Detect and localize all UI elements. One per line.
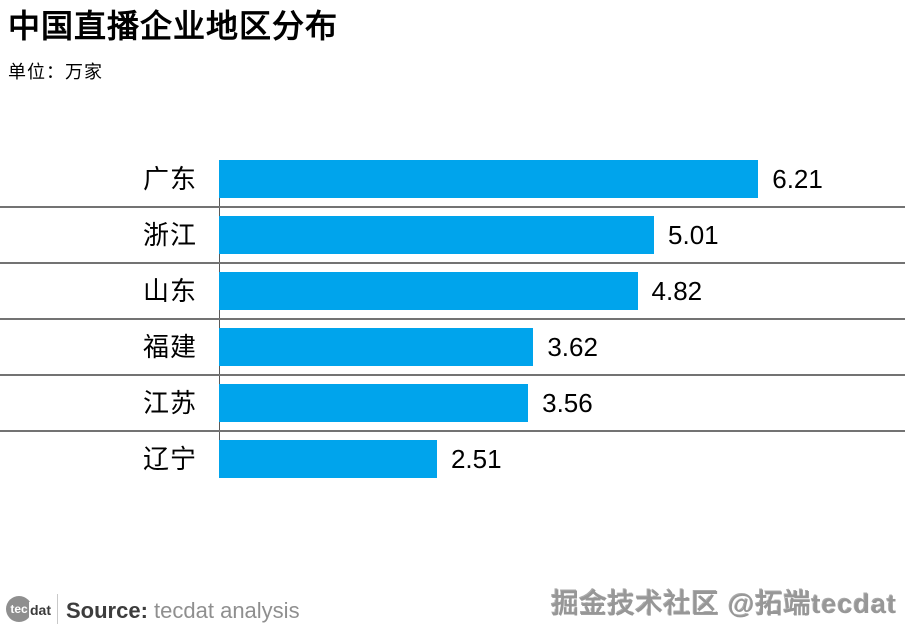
bar [219, 328, 534, 366]
bar-chart-rows: 广东 6.21 浙江 5.01 山东 4.82 福建 3.62 江苏 3.56 [0, 152, 905, 488]
bar-track: 4.82 [219, 272, 905, 310]
footer-divider [57, 594, 58, 624]
unit-label: 单位：万家 [8, 62, 103, 82]
value-label: 4.82 [651, 275, 703, 306]
category-label: 浙江 [142, 220, 197, 250]
category-label: 山东 [142, 276, 197, 306]
category-label: 福建 [142, 332, 197, 362]
bar [219, 160, 759, 198]
source-label: Source: [66, 598, 148, 623]
source-value: tecdat analysis [154, 598, 300, 623]
value-label: 3.62 [547, 331, 598, 362]
category-label: 江苏 [142, 388, 197, 418]
bar [219, 440, 437, 478]
tecdat-logo-suffix: dat [29, 602, 52, 618]
bar [219, 272, 638, 310]
bar-track: 6.21 [219, 160, 905, 198]
bar-track: 3.56 [219, 384, 905, 422]
chart-row: 广东 6.21 [0, 152, 905, 208]
bar-chart: 广东 6.21 浙江 5.01 山东 4.82 福建 3.62 江苏 3.56 [0, 152, 905, 488]
bar [219, 384, 529, 422]
value-label: 3.56 [542, 387, 593, 418]
source-line: Source: tecdat analysis [66, 598, 300, 624]
bar-track: 3.62 [219, 328, 905, 366]
chart-row: 福建 3.62 [0, 320, 905, 376]
bar [219, 216, 655, 254]
chart-row: 江苏 3.56 [0, 376, 905, 432]
bar-track: 5.01 [219, 216, 905, 254]
value-label: 2.51 [450, 443, 502, 474]
chart-row: 浙江 5.01 [0, 208, 905, 264]
page-title: 中国直播企业地区分布 [8, 8, 339, 44]
tecdat-logo-icon: tec [6, 596, 32, 622]
value-label: 6.21 [772, 163, 823, 194]
bar-track: 2.51 [219, 440, 905, 478]
watermark: 掘金技术社区 @拓端tecdat [551, 589, 897, 619]
category-label: 广东 [142, 164, 197, 194]
category-label: 辽宁 [142, 444, 197, 474]
value-label: 5.01 [668, 219, 719, 250]
chart-row: 山东 4.82 [0, 264, 905, 320]
chart-row: 辽宁 2.51 [0, 432, 905, 488]
